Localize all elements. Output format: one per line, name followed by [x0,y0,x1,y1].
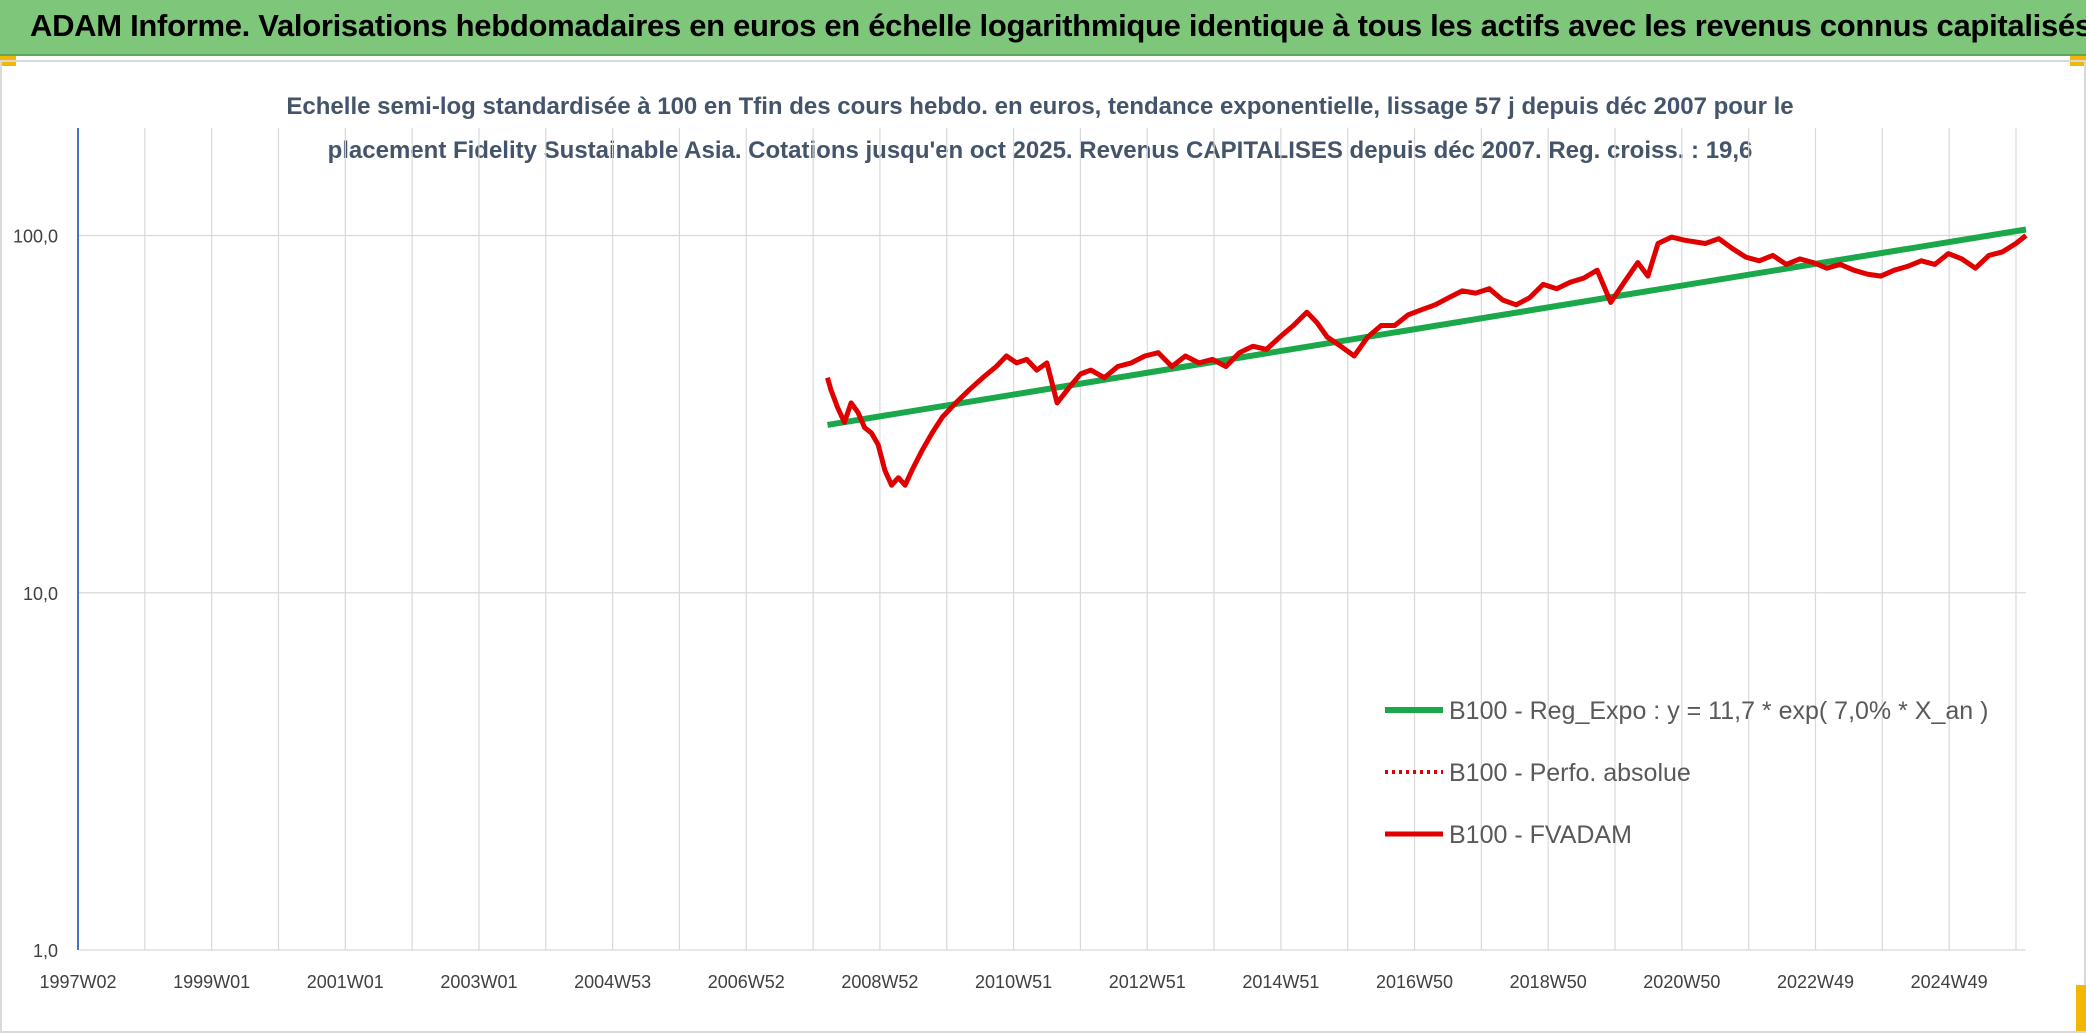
y-axis-ticks: 1,0 10,0 100,0 [13,227,58,961]
x-tick-label: 1999W01 [173,972,250,992]
corner-marker-bottom-right [2076,985,2086,1031]
x-tick-label: 1997W02 [39,972,116,992]
series-line-2 [825,233,2028,488]
x-tick-label: 2004W53 [574,972,651,992]
report-banner: ADAM Informe. Valorisations hebdomadaire… [0,0,2086,56]
chart-frame [0,60,2086,1033]
x-tick-label: 2018W50 [1510,972,1587,992]
chart-legend: B100 - Reg_Expo : y = 11,7 * exp( 7,0% *… [1385,697,1988,849]
x-tick-label: 2014W51 [1242,972,1319,992]
series-lines [825,226,2028,488]
x-tick-label: 2008W52 [841,972,918,992]
x-tick-label: 2024W49 [1911,972,1988,992]
x-tick-label: 2022W49 [1777,972,1854,992]
chart-subtitle-line-1: Echelle semi-log standardisée à 100 en T… [286,93,1793,120]
legend-label: B100 - FVADAM [1449,821,1632,849]
x-tick-label: 2001W01 [307,972,384,992]
x-tick-label: 2003W01 [440,972,517,992]
y-tick-label: 100,0 [13,227,58,247]
series-line-0 [827,226,2027,428]
x-axis-ticks: 1997W02 1999W01 2001W01 2003W01 2004W53 2006W… [39,972,1987,992]
report-title: ADAM Informe. Valorisations hebdomadaire… [30,8,2086,43]
x-tick-label: 2010W51 [975,972,1052,992]
x-tick-label: 2012W51 [1109,972,1186,992]
x-tick-label: 2016W50 [1376,972,1453,992]
legend-label: B100 - Perfo. absolue [1449,759,1691,787]
x-tick-label: 2020W50 [1643,972,1720,992]
y-tick-label: 10,0 [23,584,58,604]
chart-subtitle-line-2: placement Fidelity Sustainable Asia. Cot… [328,137,1753,164]
x-tick-label: 2006W52 [708,972,785,992]
y-tick-label: 1,0 [33,941,58,961]
legend-label: B100 - Reg_Expo : y = 11,7 * exp( 7,0% *… [1449,697,1988,725]
